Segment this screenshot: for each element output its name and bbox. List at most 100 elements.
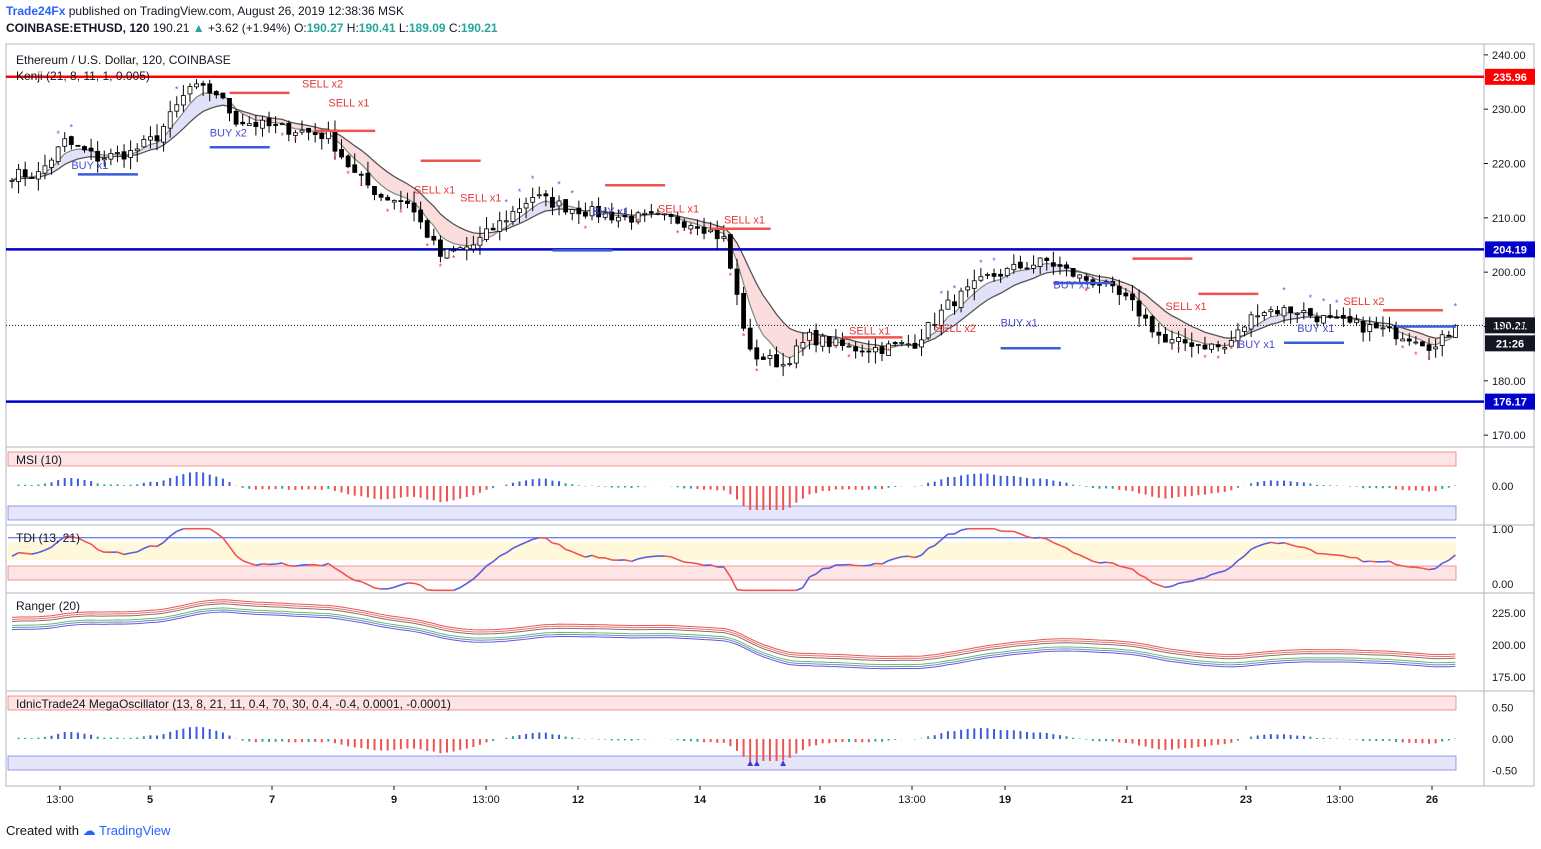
tdi-line-segment [1046, 538, 1054, 544]
candle-body [233, 110, 239, 125]
candle-body [1360, 321, 1366, 333]
candle-body [675, 216, 681, 224]
tdi-line-segment [684, 561, 691, 564]
tdi-line-segment [1297, 545, 1304, 549]
cloud-segment [980, 283, 988, 305]
candle [642, 209, 648, 223]
low-value: 189.09 [408, 21, 446, 35]
tdi-line-segment [1277, 541, 1285, 545]
candle [1400, 332, 1406, 342]
cloud-segment [947, 313, 955, 329]
candle-body [1288, 306, 1294, 314]
candle [734, 258, 740, 306]
candle [1301, 302, 1307, 320]
cloud-segment [1198, 329, 1205, 345]
candle [1334, 309, 1340, 319]
candle-body [1294, 312, 1300, 315]
tdi-line-segment [341, 571, 349, 578]
high-value: 190.41 [358, 21, 396, 35]
signal-star-icon: * [531, 174, 535, 184]
tdi-line-segment [828, 564, 837, 569]
candle [438, 235, 443, 263]
candle [1347, 308, 1353, 324]
tdi-line-segment [1053, 541, 1061, 547]
candle [273, 116, 279, 134]
candle [180, 85, 186, 112]
candle [299, 120, 305, 136]
cloud-segment [1013, 270, 1021, 286]
candle-body [470, 244, 476, 250]
candle-body [615, 216, 621, 222]
signal-star-icon: * [689, 230, 693, 240]
pane-tick-label: 225.00 [1492, 608, 1526, 620]
tdi-line-segment [215, 532, 224, 539]
signal-star-icon: * [1335, 298, 1339, 308]
candle [695, 219, 700, 236]
candle-body [820, 335, 826, 347]
publisher-name[interactable]: Trade24Fx [6, 4, 66, 18]
tdi-line-segment [1079, 554, 1087, 559]
low-label: L: [398, 21, 409, 35]
candle [826, 335, 832, 354]
candle [279, 122, 285, 126]
tdi-line-segment [677, 558, 685, 563]
tdi-line-segment [1237, 555, 1245, 562]
candle-body [760, 356, 766, 360]
signal-star-icon: * [360, 181, 364, 191]
pane-tick-label: 0.00 [1492, 579, 1513, 591]
candle-body [1057, 264, 1063, 267]
candle [945, 290, 951, 310]
signal-star-icon: * [729, 271, 733, 281]
candle-body [734, 268, 740, 295]
candle [1057, 256, 1063, 275]
price-change: +3.62 (+1.94%) [208, 21, 291, 35]
signal-star-icon: * [1230, 345, 1234, 355]
signal-star-icon: * [847, 353, 851, 363]
tdi-line-segment [1310, 549, 1318, 555]
published-text: published on TradingView.com, August 26,… [68, 4, 405, 18]
candle [1228, 330, 1234, 347]
tdi-line-segment [901, 555, 909, 558]
candle-body [1400, 338, 1406, 342]
candle [701, 217, 707, 240]
candle-body [1136, 300, 1142, 317]
tdi-line-segment [90, 543, 99, 551]
tdi-line-segment [1092, 560, 1100, 564]
candle-body [998, 273, 1004, 277]
tdi-line-segment [1040, 536, 1047, 540]
candle-body [1202, 344, 1208, 350]
cloud-segment [1000, 275, 1008, 294]
candle [569, 209, 575, 221]
candle-body [108, 153, 114, 160]
tdi-line-segment [295, 564, 303, 567]
tdi-line-segment [44, 546, 52, 551]
candle-body [1387, 326, 1392, 329]
buy-signal-label: BUY x2 [210, 127, 247, 139]
candle-body [372, 185, 377, 196]
tdi-line-segment [1264, 541, 1272, 545]
signal-star-icon: * [478, 243, 482, 253]
tdi-line-segment [315, 563, 322, 567]
tradingview-brand[interactable]: TradingView [99, 823, 171, 838]
candle-body [642, 212, 648, 215]
cloud-segment [769, 304, 777, 351]
time-tick-label: 13:00 [898, 794, 926, 806]
buy-triangle-icon: ▲ [745, 758, 755, 769]
signal-star-icon: * [1203, 353, 1207, 363]
candle [1294, 312, 1300, 324]
time-tick-label: 13:00 [472, 794, 500, 806]
cloud-segment [1204, 332, 1212, 345]
tdi-line-segment [453, 586, 461, 592]
candle [378, 192, 384, 202]
candle [161, 123, 166, 152]
tdi-line-segment [1099, 561, 1107, 564]
tdi-line-segment [993, 527, 1001, 532]
candle-body [1123, 292, 1129, 297]
tradingview-logo-icon[interactable]: ☁ [82, 823, 96, 838]
candle [1149, 314, 1155, 338]
chart-frame [5, 43, 1535, 787]
candle [892, 341, 898, 347]
candle-body [1083, 276, 1089, 281]
cloud-segment [400, 180, 408, 199]
